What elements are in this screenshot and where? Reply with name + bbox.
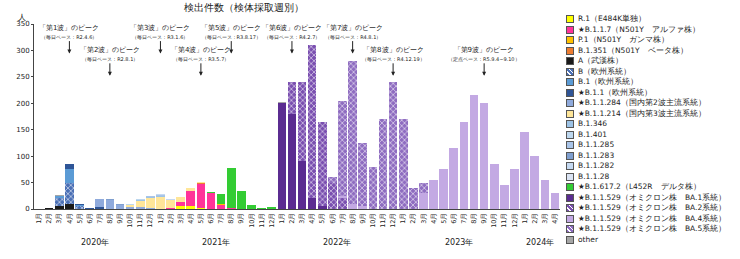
svg-text:10月: 10月 (490, 213, 498, 228)
svg-text:250: 250 (16, 73, 29, 81)
svg-text:12月: 12月 (268, 213, 276, 228)
svg-text:8月: 8月 (349, 213, 357, 224)
svg-text:200: 200 (16, 100, 29, 108)
svg-text:4月: 4月 (308, 213, 316, 224)
svg-text:4月: 4月 (551, 213, 559, 224)
svg-text:2月: 2月 (409, 213, 417, 224)
svg-text:1月: 1月 (278, 213, 286, 224)
svg-text:3月: 3月 (420, 213, 428, 224)
svg-text:12月: 12月 (511, 213, 519, 228)
svg-text:7月: 7月 (460, 213, 468, 224)
svg-text:10月: 10月 (126, 213, 134, 228)
svg-text:6月: 6月 (329, 213, 337, 224)
html-text:★B.1.1.529（オミクロン株 BA.5系統）: ★B.1.1.529（オミクロン株 BA.5系統） (578, 224, 727, 233)
svg-text:12月: 12月 (146, 213, 154, 228)
html-text:★B.1.1.529（オミクロン株 BA.4系統）: ★B.1.1.529（オミクロン株 BA.4系統） (578, 213, 727, 223)
svg-text:2024年: 2024年 (526, 238, 554, 247)
svg-text:5月: 5月 (440, 213, 448, 224)
svg-text:2021年: 2021年 (202, 238, 230, 247)
svg-text:0: 0 (25, 205, 29, 213)
html-text:B.1.1.28: B.1.1.28 (578, 171, 610, 181)
svg-text:3月: 3月 (177, 213, 185, 224)
svg-text:9月: 9月 (359, 213, 367, 224)
html-text:P.1（N501Y ガンマ株）: P.1（N501Y ガンマ株） (578, 35, 669, 44)
svg-text:7月: 7月 (96, 213, 104, 224)
svg-text:10月: 10月 (369, 213, 377, 228)
svg-text:「第7波」のピーク（毎日ベース：R4.8.1）: 「第7波」のピーク（毎日ベース：R4.8.1） (323, 24, 383, 40)
html-text:B.1.1.285: B.1.1.285 (578, 140, 615, 149)
svg-text:9月: 9月 (116, 213, 124, 224)
html-text:B.1.1.282: B.1.1.282 (578, 161, 615, 170)
html-text:A（武漢株）: A（武漢株） (578, 56, 624, 65)
svg-text:6月: 6月 (207, 213, 215, 224)
html-text:B.1.346: B.1.346 (578, 119, 607, 128)
svg-text:11月: 11月 (500, 213, 508, 228)
html-text:B.1.1.283: B.1.1.283 (578, 150, 615, 160)
svg-text:1月: 1月 (35, 213, 43, 224)
html-text:★B.1.1.214（国内第3波主流系統）: ★B.1.1.214（国内第3波主流系統） (578, 108, 706, 118)
svg-text:350: 350 (16, 20, 29, 28)
html-text:★B.1.617.2（L452R デルタ株）: ★B.1.617.2（L452R デルタ株） (578, 182, 701, 191)
svg-text:2022年: 2022年 (323, 238, 351, 247)
html-text:★B.1.1.7（N501Y アルファ株）: ★B.1.1.7（N501Y アルファ株） (578, 24, 700, 34)
html-text:B.1.401: B.1.401 (578, 129, 607, 139)
svg-text:2020年: 2020年 (81, 238, 109, 247)
svg-text:検出件数（検体採取週別）: 検出件数（検体採取週別） (184, 2, 304, 13)
svg-text:50: 50 (21, 179, 30, 187)
svg-text:3月: 3月 (541, 213, 549, 224)
svg-text:2月: 2月 (288, 213, 296, 224)
svg-text:「第3波」のピーク（毎日ベース：R3.1.6）: 「第3波」のピーク（毎日ベース：R3.1.6） (130, 24, 190, 40)
html-text:other: other (578, 234, 598, 244)
svg-text:5月: 5月 (318, 213, 326, 224)
svg-text:8月: 8月 (470, 213, 478, 224)
svg-text:1月: 1月 (521, 213, 529, 224)
html-text:★B.1.1.529（オミクロン株 BA.1系統）: ★B.1.1.529（オミクロン株 BA.1系統） (578, 192, 727, 202)
html-text:★B.1.1.529（オミクロン株 BA.2系統）: ★B.1.1.529（オミクロン株 BA.2系統） (578, 203, 727, 212)
html-text:B.1（欧州系統）: B.1（欧州系統） (578, 77, 639, 86)
svg-text:300: 300 (16, 47, 29, 55)
svg-text:1月: 1月 (157, 213, 165, 224)
svg-text:7月: 7月 (339, 213, 347, 224)
html-text:★B.1.1（欧州系統）: ★B.1.1（欧州系統） (578, 87, 653, 97)
svg-text:9月: 9月 (237, 213, 245, 224)
svg-text:2月: 2月 (45, 213, 53, 224)
html-text:R.1（E484K単独）: R.1（E484K単独） (578, 14, 647, 23)
svg-text:12月: 12月 (389, 213, 397, 228)
svg-text:11月: 11月 (136, 213, 144, 228)
svg-text:「第6波」のピーク（毎日ベース：R4.2.7）: 「第6波」のピーク（毎日ベース：R4.2.7） (262, 24, 322, 40)
svg-text:「第5波」のピーク（毎日ベース：R3.8.17）: 「第5波」のピーク（毎日ベース：R3.8.17） (201, 24, 261, 40)
svg-text:11月: 11月 (379, 213, 387, 228)
svg-text:4月: 4月 (66, 213, 74, 224)
svg-text:11月: 11月 (258, 213, 266, 228)
svg-text:「第1波」のピーク（毎日ベース：R2.4.6）: 「第1波」のピーク（毎日ベース：R2.4.6） (39, 24, 99, 40)
html-text:★B.1.1.284（国内第2波主流系統）: ★B.1.1.284（国内第2波主流系統） (578, 98, 706, 107)
svg-text:100: 100 (16, 153, 29, 161)
svg-text:6月: 6月 (86, 213, 94, 224)
svg-text:8月: 8月 (227, 213, 235, 224)
svg-text:「第8波」のピーク（毎日ベース：R4.12.19）: 「第8波」のピーク（毎日ベース：R4.12.19） (362, 46, 425, 62)
svg-text:10月: 10月 (248, 213, 256, 228)
svg-text:4月: 4月 (430, 213, 438, 224)
svg-text:6月: 6月 (450, 213, 458, 224)
html-text:B.1.351（N501Y ベータ株）: B.1.351（N501Y ベータ株） (578, 45, 688, 55)
html-text:B（欧州系統）: B（欧州系統） (578, 66, 632, 76)
svg-text:5月: 5月 (76, 213, 84, 224)
svg-text:2月: 2月 (167, 213, 175, 224)
svg-text:3月: 3月 (298, 213, 306, 224)
svg-text:7月: 7月 (217, 213, 225, 224)
svg-text:「第9波」のピーク（定点ベース：R5.9.4~9.10）: 「第9波」のピーク（定点ベース：R5.9.4~9.10） (448, 46, 520, 62)
svg-text:「第4波」のピーク（毎日ベース：R3.5.7）: 「第4波」のピーク（毎日ベース：R3.5.7） (171, 46, 231, 62)
svg-text:9月: 9月 (480, 213, 488, 224)
svg-text:1月: 1月 (399, 213, 407, 224)
svg-text:4月: 4月 (187, 213, 195, 224)
svg-text:人: 人 (18, 13, 26, 22)
svg-text:150: 150 (16, 126, 29, 134)
svg-text:8月: 8月 (106, 213, 114, 224)
svg-text:3月: 3月 (55, 213, 63, 224)
svg-text:2023年: 2023年 (445, 238, 473, 247)
svg-text:「第2波」のピーク（毎日ベース：R2.8.1）: 「第2波」のピーク（毎日ベース：R2.8.1） (80, 46, 140, 62)
svg-text:5月: 5月 (197, 213, 205, 224)
svg-text:2月: 2月 (531, 213, 539, 224)
